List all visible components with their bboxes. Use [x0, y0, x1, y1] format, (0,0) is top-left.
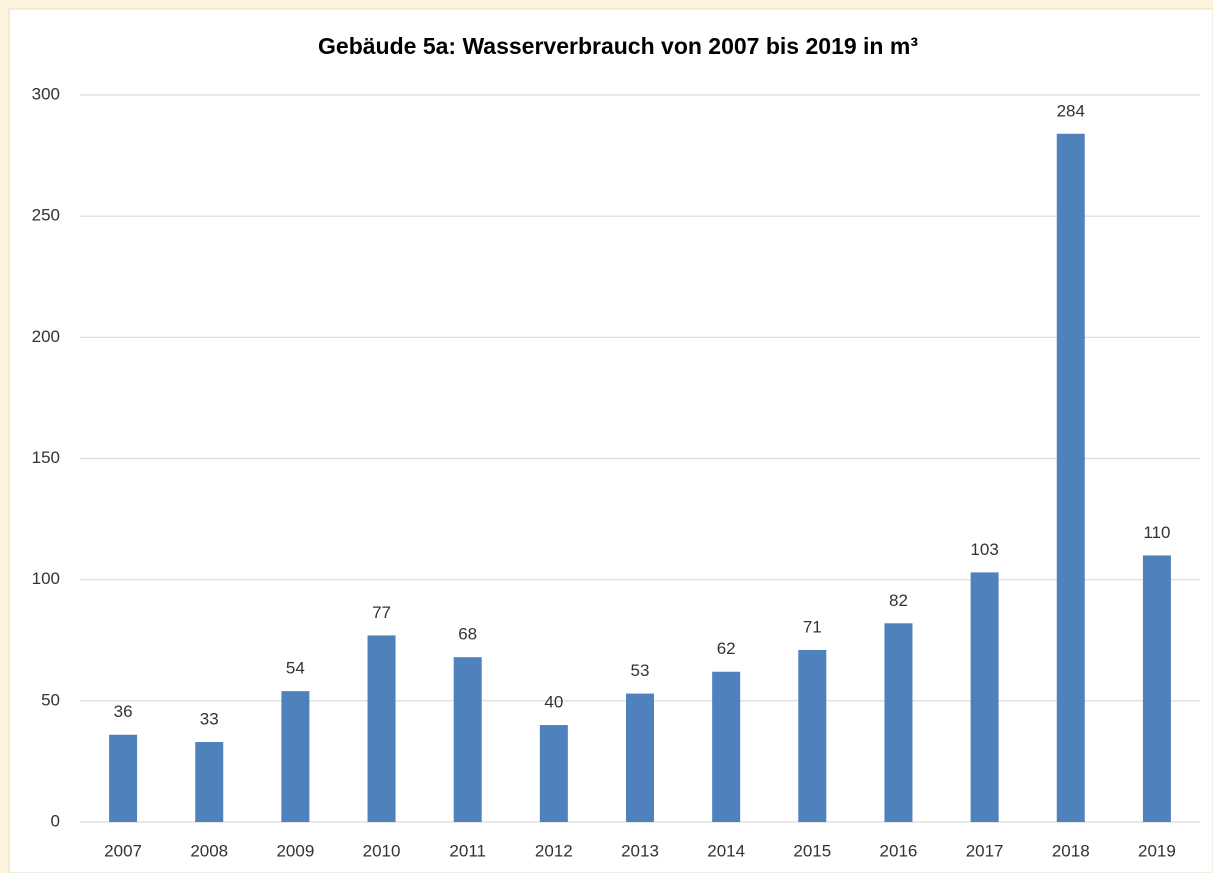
x-tick-label: 2012: [535, 841, 573, 860]
bar: [884, 623, 913, 822]
bar: [281, 691, 310, 822]
y-tick-label: 150: [32, 448, 60, 467]
bar: [195, 742, 224, 822]
x-tick-label: 2014: [707, 841, 745, 860]
y-tick-label: 50: [41, 690, 60, 709]
value-label: 284: [1057, 101, 1085, 120]
value-label: 33: [200, 710, 219, 729]
x-tick-label: 2011: [449, 841, 486, 860]
bar: [539, 725, 568, 822]
y-tick-label: 300: [32, 84, 60, 103]
value-label: 110: [1143, 523, 1170, 542]
x-tick-label: 2015: [793, 841, 831, 860]
x-tick-label: 2009: [276, 841, 314, 860]
value-label: 77: [372, 603, 391, 622]
x-tick-label: 2016: [880, 841, 918, 860]
bar: [712, 671, 741, 822]
chart-title: Gebäude 5a: Wasserverbrauch von 2007 bis…: [318, 33, 918, 59]
y-tick-label: 200: [32, 327, 60, 346]
y-tick-label: 250: [32, 206, 60, 225]
bar: [970, 572, 999, 822]
bar: [1056, 133, 1085, 823]
x-tick-label: 2008: [190, 841, 228, 860]
y-tick-label: 100: [32, 569, 60, 588]
value-label: 103: [970, 540, 998, 559]
bar: [367, 635, 396, 822]
value-label: 40: [544, 693, 563, 712]
x-tick-label: 2013: [621, 841, 659, 860]
y-tick-label: 0: [51, 811, 60, 830]
x-tick-label: 2019: [1138, 841, 1176, 860]
bar: [1142, 555, 1171, 822]
value-label: 53: [631, 661, 650, 680]
x-tick-label: 2018: [1052, 841, 1090, 860]
value-label: 68: [458, 625, 477, 644]
x-tick-label: 2010: [363, 841, 401, 860]
value-label: 82: [889, 591, 908, 610]
bar: [626, 693, 654, 822]
bar: [798, 649, 827, 822]
value-label: 71: [803, 617, 822, 636]
bar: [109, 734, 138, 822]
bar: [453, 657, 482, 822]
x-tick-label: 2017: [966, 841, 1004, 860]
value-label: 54: [286, 659, 305, 678]
chart-area: [8, 8, 1213, 873]
value-label: 36: [114, 702, 133, 721]
x-tick-label: 2007: [104, 841, 142, 860]
value-label: 62: [717, 639, 736, 658]
